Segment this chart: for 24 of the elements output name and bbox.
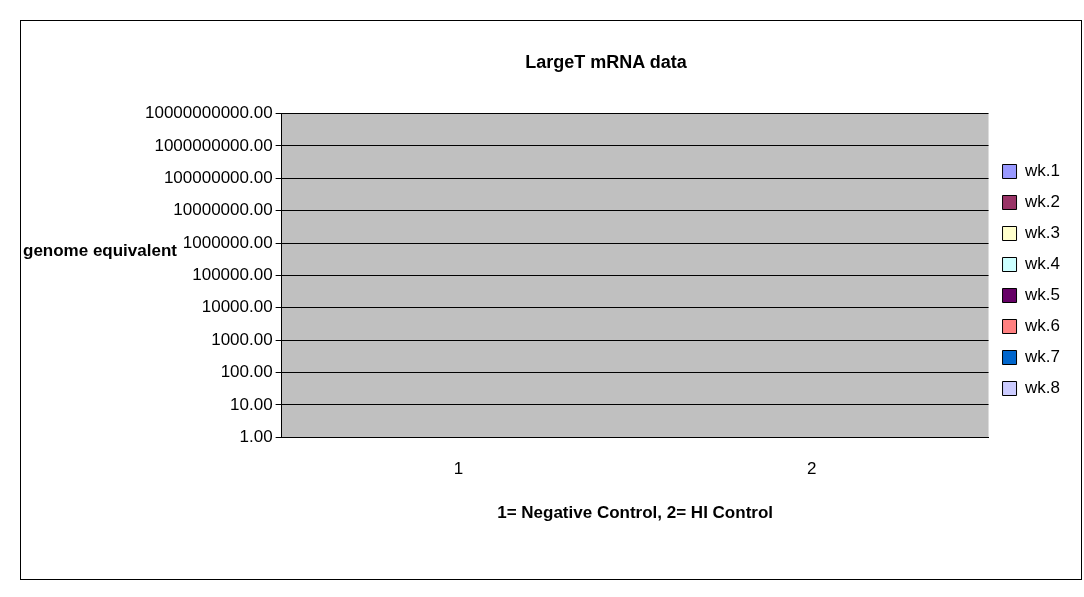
x-axis-title: 1= Negative Control, 2= HI Control: [497, 503, 773, 523]
legend-label: wk.3: [1024, 223, 1061, 243]
y-tick-label: 10000.00: [201, 297, 273, 317]
legend-label: wk.6: [1024, 316, 1061, 336]
chart-title: LargeT mRNA data: [525, 51, 688, 72]
legend-label: wk.8: [1024, 378, 1061, 398]
legend-label: wk.2: [1024, 192, 1061, 212]
y-tick-label: 100.00: [220, 362, 273, 382]
y-tick-label: 100000000.00: [163, 168, 273, 188]
y-tick-label: 1.00: [239, 426, 273, 446]
x-tick-label: 2: [807, 459, 817, 479]
y-axis-title: genome equivalent: [22, 240, 178, 262]
legend-label: wk.5: [1024, 285, 1061, 305]
y-tick-label: 1000000000.00: [154, 135, 273, 155]
y-tick-label: 10.00: [230, 394, 273, 414]
legend-label: wk.7: [1024, 347, 1061, 367]
legend-label: wk.4: [1024, 254, 1061, 274]
y-tick-label: 1000000.00: [182, 232, 273, 252]
y-tick-label: 10000000.00: [173, 200, 273, 220]
x-tick-label: 1: [453, 459, 464, 479]
y-tick-label: 1000.00: [211, 329, 273, 349]
legend-label: wk.1: [1024, 161, 1061, 181]
y-tick-label: 10000000000.00: [144, 103, 273, 123]
y-tick-label: 100000.00: [192, 265, 273, 285]
